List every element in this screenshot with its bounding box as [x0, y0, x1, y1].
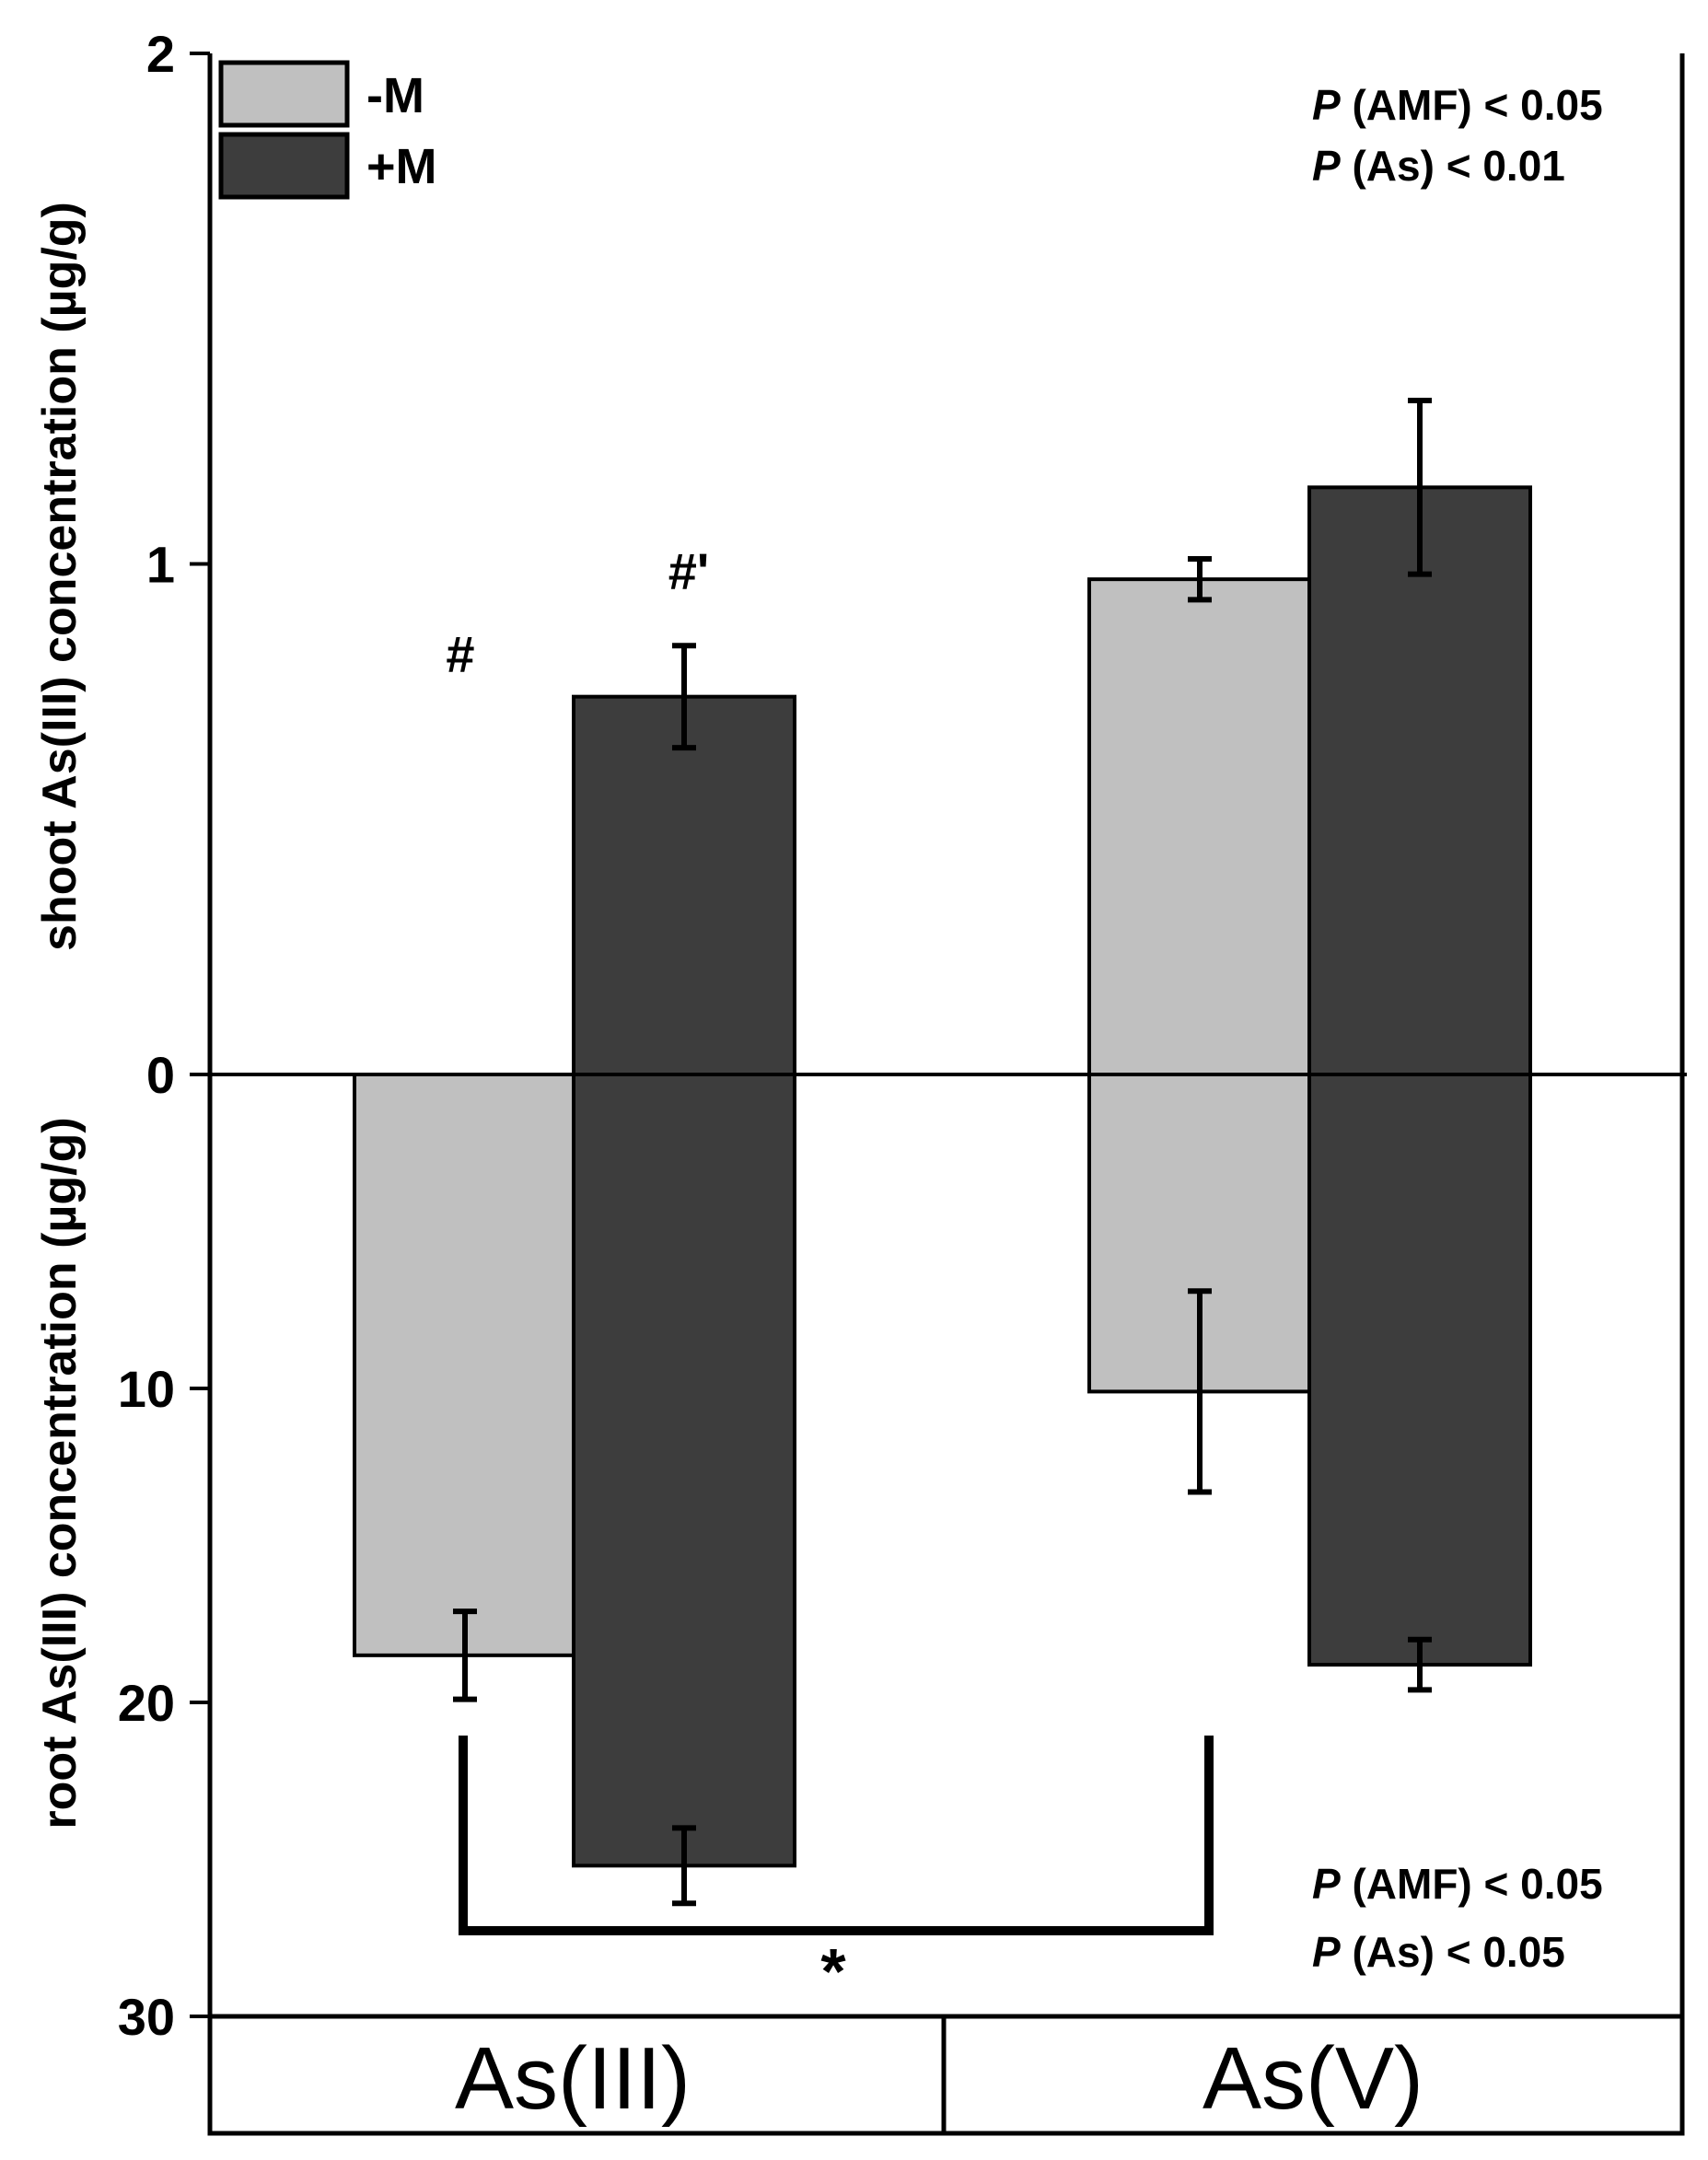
root-stat-amf: P (AMF) < 0.05	[1312, 1860, 1603, 1908]
shoot-bar-plus-m-as3	[572, 694, 796, 1076]
root-stat-as: P (As) < 0.05	[1312, 1928, 1565, 1976]
legend-swatch-minus-m	[218, 60, 350, 128]
legend-swatch-plus-m	[218, 132, 350, 200]
bar-layer	[353, 485, 1532, 1868]
shoot-stat-amf: P (AMF) < 0.05	[1312, 81, 1603, 129]
root-bar-plus-m-as3	[572, 1073, 796, 1868]
root-tick-label: 20	[118, 1674, 175, 1732]
error-bar-layer	[453, 398, 1432, 1907]
root-tick-label: 30	[118, 1988, 175, 2046]
hash-plus-m-as3: #'	[668, 542, 709, 600]
root-bar-plus-m-as5	[1307, 1073, 1532, 1667]
significance-bracket	[459, 1736, 1214, 1935]
root-axis-title: root As(III) concentration (µg/g)	[33, 1117, 87, 1829]
category-label-as5: As(V)	[1203, 2029, 1423, 2128]
shoot-bar-plus-m-as5	[1307, 485, 1532, 1076]
hash-minus-m-as3: #	[446, 625, 474, 683]
category-label-as3: As(III)	[455, 2029, 691, 2128]
tick-layer: 0 1 2 10 20 30	[118, 25, 210, 2046]
significance-star: *	[820, 1935, 846, 2007]
legend-label-minus-m: -M	[366, 68, 424, 123]
root-tick-label: 10	[118, 1360, 175, 1418]
shoot-bar-minus-m-as5	[1087, 577, 1312, 1076]
shoot-tick-label: 1	[146, 536, 175, 594]
legend-label-plus-m: +M	[366, 139, 437, 194]
shoot-stat-as: P (As) < 0.01	[1312, 142, 1565, 190]
shoot-tick-label: 0	[146, 1046, 175, 1104]
shoot-axis-title: shoot As(III) concentration (µg/g)	[33, 202, 87, 951]
shoot-tick-label: 2	[146, 25, 175, 83]
root-bar-minus-m-as3	[353, 1073, 577, 1657]
